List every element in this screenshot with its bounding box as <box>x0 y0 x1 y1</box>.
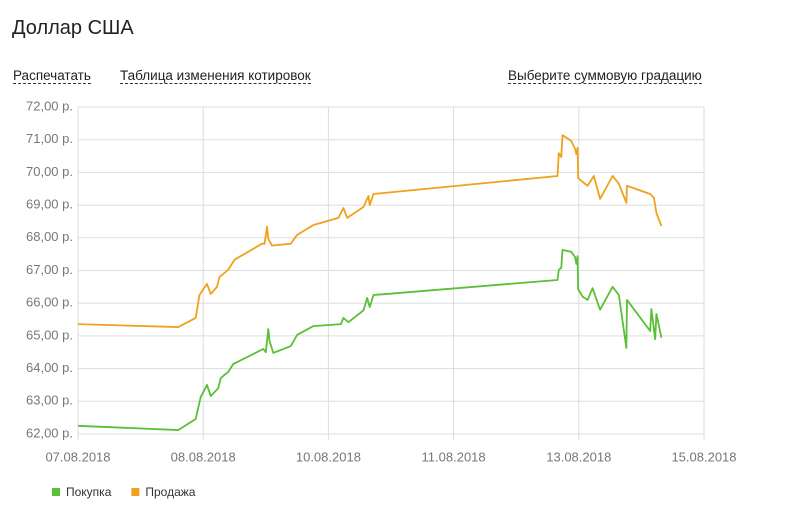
y-tick-label: 69,00 р. <box>26 197 73 212</box>
y-tick-label: 70,00 р. <box>26 164 73 179</box>
x-tick-label: 08.08.2018 <box>171 449 236 464</box>
y-tick-label: 65,00 р. <box>26 327 73 342</box>
legend-label: Покупка <box>66 485 112 499</box>
x-tick-label: 15.08.2018 <box>671 449 736 464</box>
series-line <box>77 248 663 431</box>
x-tick-label: 13.08.2018 <box>546 449 611 464</box>
print-link[interactable]: Распечатать <box>13 68 91 84</box>
x-tick-label: 11.08.2018 <box>422 449 486 464</box>
legend-label: Продажа <box>145 485 195 499</box>
legend-swatch <box>52 488 60 496</box>
y-tick-label: 67,00 р. <box>26 262 73 277</box>
y-tick-label: 66,00 р. <box>26 295 73 310</box>
y-tick-label: 72,00 р. <box>26 98 73 113</box>
y-tick-label: 64,00 р. <box>26 360 73 375</box>
x-tick-label: 10.08.2018 <box>296 449 361 464</box>
legend-swatch <box>131 488 140 496</box>
series-line <box>77 134 663 328</box>
y-tick-label: 71,00 р. <box>26 131 73 146</box>
table-link[interactable]: Таблица изменения котировок <box>120 68 311 84</box>
gradation-link[interactable]: Выберите суммовую градацию <box>508 68 702 84</box>
page-title: Доллар США <box>12 17 134 39</box>
x-tick-label: 07.08.2018 <box>45 449 110 464</box>
y-tick-label: 63,00 р. <box>26 393 73 408</box>
y-tick-label: 68,00 р. <box>26 229 73 244</box>
y-tick-label: 62,00 р. <box>26 425 73 440</box>
